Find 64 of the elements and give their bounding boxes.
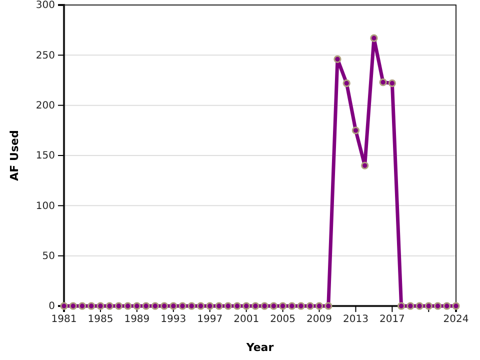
- x-tick-label: 2005: [270, 314, 296, 326]
- point: [306, 302, 314, 310]
- point: [270, 302, 278, 310]
- point: [96, 302, 104, 310]
- point: [242, 302, 250, 310]
- point: [434, 302, 442, 310]
- y-tick-label: 150: [36, 150, 55, 162]
- x-axis-title: Year: [245, 341, 274, 354]
- point: [151, 302, 160, 310]
- y-tick-label: 200: [36, 100, 55, 112]
- point: [342, 79, 350, 88]
- point: [443, 302, 451, 310]
- point: [215, 302, 223, 310]
- point: [288, 302, 296, 310]
- x-tick-label: 1981: [51, 314, 77, 326]
- point: [224, 302, 232, 310]
- point: [452, 302, 460, 310]
- point: [142, 302, 150, 310]
- point: [360, 162, 369, 170]
- point: [424, 302, 432, 310]
- point: [370, 34, 378, 42]
- point: [233, 302, 242, 310]
- point: [379, 78, 387, 86]
- point: [278, 302, 287, 310]
- point: [69, 302, 77, 310]
- point: [196, 302, 205, 310]
- point: [297, 302, 305, 310]
- point: [124, 302, 132, 310]
- point: [388, 79, 396, 88]
- y-tick-label: 0: [48, 301, 55, 312]
- point: [334, 55, 342, 64]
- point: [397, 302, 406, 310]
- point: [114, 302, 123, 310]
- point: [324, 302, 332, 310]
- point: [178, 302, 186, 310]
- point: [206, 302, 214, 310]
- point: [133, 302, 141, 310]
- x-tick-label: 2017: [379, 314, 405, 326]
- x-tick-label: 2013: [342, 314, 368, 326]
- x-tick-label: 1989: [124, 314, 150, 326]
- point: [406, 302, 414, 310]
- x-tick-label: 2001: [234, 314, 260, 326]
- y-tick-label: 100: [36, 200, 55, 212]
- point: [252, 302, 260, 310]
- point: [78, 302, 86, 310]
- point: [60, 302, 68, 310]
- x-tick-label: 1993: [160, 314, 186, 326]
- point: [315, 302, 324, 310]
- y-axis-title: AF Used: [8, 130, 21, 181]
- x-tick-label: 1985: [88, 314, 114, 326]
- point: [416, 302, 424, 310]
- x-tick-label: 2009: [306, 314, 332, 326]
- y-tick-label: 300: [36, 0, 55, 12]
- x-tick-label: 2024: [443, 314, 469, 326]
- point: [352, 126, 360, 134]
- point: [88, 302, 96, 310]
- y-tick-label: 50: [42, 251, 55, 262]
- x-tick-label: 1997: [197, 314, 223, 326]
- point: [260, 302, 268, 310]
- point: [170, 302, 178, 310]
- point: [106, 302, 114, 310]
- point: [160, 302, 168, 310]
- point: [188, 302, 196, 310]
- y-tick-label: 250: [36, 50, 55, 62]
